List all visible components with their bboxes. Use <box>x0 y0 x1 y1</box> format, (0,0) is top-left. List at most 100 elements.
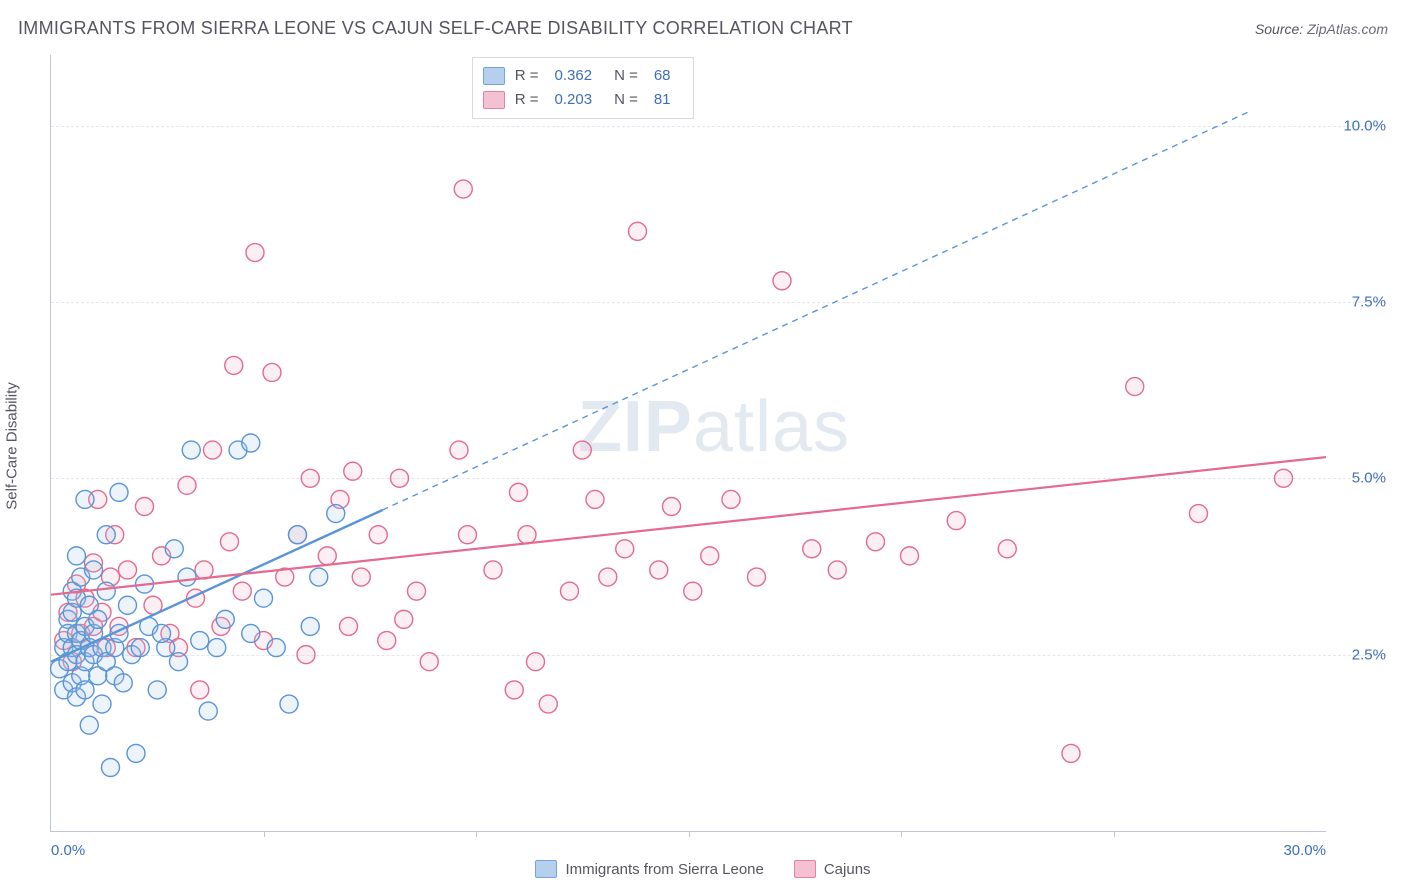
x-tick <box>689 831 690 837</box>
data-point <box>684 582 702 600</box>
swatch-series1-bottom <box>535 860 557 878</box>
swatch-series2 <box>483 91 505 109</box>
data-point <box>901 547 919 565</box>
data-point <box>573 441 591 459</box>
data-point <box>216 610 234 628</box>
data-point <box>867 533 885 551</box>
trend-line-extrapolated <box>383 111 1250 510</box>
data-point <box>170 653 188 671</box>
data-point <box>297 646 315 664</box>
data-point <box>369 526 387 544</box>
data-point <box>510 483 528 501</box>
x-tick-label: 0.0% <box>51 842 85 859</box>
data-point <box>85 561 103 579</box>
data-point <box>165 540 183 558</box>
data-point <box>221 533 239 551</box>
data-point <box>242 434 260 452</box>
data-point <box>663 497 681 515</box>
data-point <box>97 582 115 600</box>
x-tick <box>264 831 265 837</box>
source-link[interactable]: ZipAtlas.com <box>1307 21 1388 37</box>
data-point <box>199 702 217 720</box>
stats-legend-box: R = 0.362 N = 68 R = 0.203 N = 81 <box>472 57 694 119</box>
data-point <box>93 695 111 713</box>
n-label: N = <box>614 64 638 88</box>
data-point <box>828 561 846 579</box>
data-point <box>119 561 137 579</box>
data-point <box>701 547 719 565</box>
data-point <box>208 639 226 657</box>
data-point <box>127 744 145 762</box>
data-point <box>459 526 477 544</box>
stats-row-series1: R = 0.362 N = 68 <box>483 64 683 88</box>
data-point <box>318 547 336 565</box>
data-point <box>110 483 128 501</box>
stats-row-series2: R = 0.203 N = 81 <box>483 88 683 112</box>
chart-title: IMMIGRANTS FROM SIERRA LEONE VS CAJUN SE… <box>18 18 853 39</box>
data-point <box>76 490 94 508</box>
data-point <box>242 624 260 642</box>
data-point <box>191 632 209 650</box>
data-point <box>408 582 426 600</box>
data-point <box>246 244 264 262</box>
data-point <box>454 180 472 198</box>
legend-label-2: Cajuns <box>824 861 871 878</box>
y-tick-label: 7.5% <box>1331 293 1386 310</box>
data-point <box>195 561 213 579</box>
scatter-plot-svg <box>51 55 1326 831</box>
data-point <box>136 497 154 515</box>
data-point <box>114 674 132 692</box>
data-point <box>748 568 766 586</box>
n-label: N = <box>614 88 638 112</box>
y-tick-label: 10.0% <box>1331 117 1386 134</box>
data-point <box>89 610 107 628</box>
r-value-1: 0.362 <box>555 64 593 88</box>
data-point <box>68 547 86 565</box>
data-point <box>97 526 115 544</box>
data-point <box>722 490 740 508</box>
data-point <box>178 568 196 586</box>
data-point <box>301 469 319 487</box>
data-point <box>539 695 557 713</box>
data-point <box>267 639 285 657</box>
data-point <box>391 469 409 487</box>
data-point <box>182 441 200 459</box>
n-value-2: 81 <box>654 88 671 112</box>
data-point <box>450 441 468 459</box>
title-bar: IMMIGRANTS FROM SIERRA LEONE VS CAJUN SE… <box>18 18 1388 39</box>
y-tick-label: 5.0% <box>1331 470 1386 487</box>
data-point <box>1126 378 1144 396</box>
data-point <box>586 490 604 508</box>
swatch-series2-bottom <box>794 860 816 878</box>
x-tick-label: 30.0% <box>1283 842 1326 859</box>
r-value-2: 0.203 <box>555 88 593 112</box>
data-point <box>80 716 98 734</box>
data-point <box>280 695 298 713</box>
data-point <box>148 681 166 699</box>
data-point <box>527 653 545 671</box>
source-prefix: Source: <box>1255 21 1307 37</box>
data-point <box>1190 505 1208 523</box>
bottom-legend: Immigrants from Sierra Leone Cajuns <box>0 860 1406 878</box>
source-attribution: Source: ZipAtlas.com <box>1255 21 1388 37</box>
data-point <box>178 476 196 494</box>
legend-label-1: Immigrants from Sierra Leone <box>565 861 763 878</box>
data-point <box>263 363 281 381</box>
x-tick <box>476 831 477 837</box>
data-point <box>561 582 579 600</box>
data-point <box>484 561 502 579</box>
data-point <box>76 681 94 699</box>
data-point <box>233 582 251 600</box>
y-axis-title: Self-Care Disability <box>4 382 21 510</box>
r-label: R = <box>515 88 539 112</box>
data-point <box>102 759 120 777</box>
legend-item-series2: Cajuns <box>794 860 871 878</box>
data-point <box>505 681 523 699</box>
data-point <box>255 589 273 607</box>
data-point <box>352 568 370 586</box>
data-point <box>191 681 209 699</box>
data-point <box>131 639 149 657</box>
x-tick <box>1114 831 1115 837</box>
data-point <box>803 540 821 558</box>
data-point <box>301 617 319 635</box>
